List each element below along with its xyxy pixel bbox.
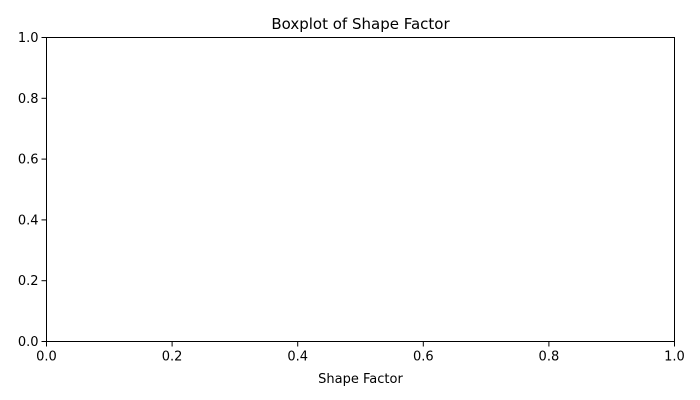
y-tick-label: 1.0 xyxy=(18,31,39,46)
y-tick-label: 0.2 xyxy=(18,274,39,289)
y-tick-label: 0.4 xyxy=(18,213,39,228)
x-tick-label: 0.8 xyxy=(539,350,560,365)
plot-frame xyxy=(46,37,675,342)
y-axis-ticks: 0.0 0.2 0.4 0.6 0.8 1.0 xyxy=(18,31,47,350)
plot-area xyxy=(46,37,675,342)
y-tick-label: 0.6 xyxy=(18,153,39,168)
x-axis-label: Shape Factor xyxy=(318,372,403,387)
x-tick-label: 0.2 xyxy=(162,350,183,365)
x-tick-label: 0.4 xyxy=(287,350,308,365)
x-tick-label: 0.0 xyxy=(36,350,57,365)
x-axis-ticks: 0.0 0.2 0.4 0.6 0.8 1.0 xyxy=(36,341,685,365)
chart-title: Boxplot of Shape Factor xyxy=(271,15,450,33)
y-tick-label: 0.0 xyxy=(18,335,39,350)
x-tick-label: 0.6 xyxy=(413,350,434,365)
y-tick-label: 0.8 xyxy=(18,92,39,107)
x-tick-label: 1.0 xyxy=(664,350,685,365)
